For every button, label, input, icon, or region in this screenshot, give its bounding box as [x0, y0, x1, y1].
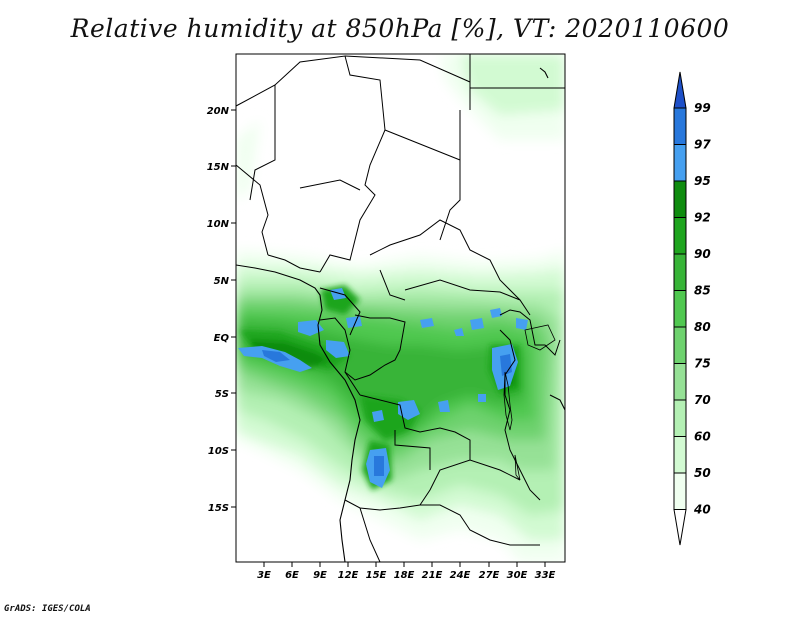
lat-label: 5S: [215, 389, 229, 400]
colorbar-label: 80: [694, 320, 711, 334]
lon-label: 12E: [338, 570, 359, 581]
lon-labels: 3E 6E 9E 12E 15E 18E 21E 24E 27E 30E 33E: [257, 570, 555, 581]
lon-label: 9E: [313, 570, 327, 581]
map-title: Relative humidity at 850hPa [%], VT: 202…: [70, 14, 730, 43]
lat-label: 10N: [207, 219, 230, 230]
coastline: [236, 67, 565, 562]
grads-credit: GrADS: IGES/COLA: [4, 604, 91, 614]
lat-label: 5N: [214, 276, 230, 287]
lat-label: 10S: [208, 446, 229, 457]
lon-label: 33E: [535, 570, 556, 581]
colorbar-segment: [673, 326, 687, 364]
lat-label: 15S: [208, 503, 229, 514]
colorbar-label: 40: [693, 503, 711, 517]
colorbar-label: 99: [694, 101, 711, 115]
lat-label: 15N: [207, 162, 230, 173]
saturation-patches: [238, 288, 528, 488]
lon-label: 18E: [394, 570, 415, 581]
colorbar-label: 90: [694, 247, 711, 261]
colorbar-label: 75: [694, 357, 711, 371]
lon-label: 3E: [257, 570, 271, 581]
humidity-field: [236, 54, 565, 562]
country-borders: [236, 54, 565, 562]
lat-label: EQ: [214, 333, 230, 344]
colorbar-segment: [673, 472, 687, 510]
plot-frame: [235, 53, 566, 563]
colorbar-labels: 99 97 95 92 90 85 80 75 70 60 50 40: [693, 101, 711, 517]
colorbar-segment: [673, 363, 687, 401]
colorbar-label: 60: [694, 430, 711, 444]
lon-label: 21E: [422, 570, 443, 581]
colorbar-segment: [673, 107, 687, 145]
lon-label: 6E: [285, 570, 299, 581]
colorbar-label: 50: [694, 466, 711, 480]
lon-label: 30E: [507, 570, 528, 581]
colorbar-segment: [673, 253, 687, 291]
lon-label: 24E: [450, 570, 471, 581]
colorbar-segment: [673, 217, 687, 255]
colorbar-top-arrow: [673, 71, 687, 109]
lat-label: 20N: [207, 106, 230, 117]
colorbar-segment: [673, 180, 687, 218]
lon-label: 27E: [479, 570, 500, 581]
lon-ticks: [263, 562, 546, 567]
colorbar-segment: [673, 144, 687, 182]
lakes: [503, 324, 556, 481]
lat-ticks: [231, 109, 236, 508]
colorbar-segment: [673, 399, 687, 437]
colorbar-label: 70: [694, 393, 711, 407]
colorbar-label: 92: [694, 211, 711, 225]
lon-label: 15E: [366, 570, 387, 581]
lat-labels: 20N 15N 10N 5N EQ 5S 10S 15S: [207, 106, 230, 514]
colorbar-label: 85: [694, 284, 711, 298]
colorbar-bottom-arrow: [673, 509, 687, 546]
colorbar: [673, 71, 687, 546]
colorbar-segment: [673, 436, 687, 474]
colorbar-segment: [673, 290, 687, 328]
colorbar-label: 97: [694, 138, 711, 152]
colorbar-label: 95: [694, 174, 711, 188]
